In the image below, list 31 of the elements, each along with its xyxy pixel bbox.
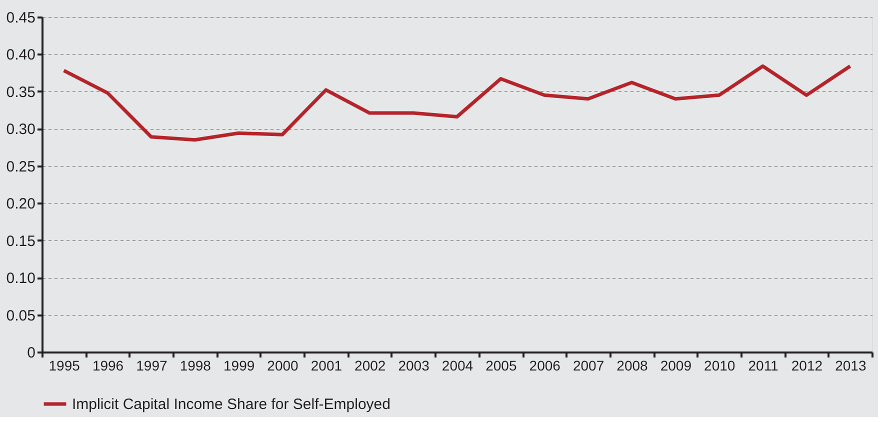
y-tick-label: 0.10 <box>6 270 36 288</box>
y-tick-label: 0.40 <box>6 46 36 64</box>
y-tick-label: 0.25 <box>6 158 36 176</box>
x-tick-label: 1995 <box>48 358 80 374</box>
x-tick-label: 2006 <box>529 358 561 374</box>
line-series <box>62 64 852 142</box>
y-tick-label: 0.15 <box>6 232 36 250</box>
x-tick-label: 2004 <box>442 358 474 374</box>
y-tick-label: 0.35 <box>6 84 36 101</box>
x-tick-label: 2003 <box>398 358 430 374</box>
x-tick-label: 2002 <box>354 358 386 374</box>
x-tick-label: 2009 <box>660 358 692 374</box>
x-tick-label: 2005 <box>486 358 517 374</box>
x-tick-label: 2001 <box>310 358 342 374</box>
x-tick-label: 2008 <box>616 358 648 374</box>
x-tick-label: 1997 <box>136 358 168 374</box>
x-tick-label: 2007 <box>572 358 604 374</box>
x-tick-label: 2011 <box>748 358 779 374</box>
x-tick-label: 2013 <box>835 358 866 374</box>
y-tick-label: 0.30 <box>6 121 36 138</box>
y-tick-label: 0.20 <box>6 196 36 213</box>
x-tick-label: 2012 <box>791 358 823 374</box>
y-tick-label: 0 <box>27 344 36 362</box>
x-tick-label: 2000 <box>267 358 299 374</box>
x-tick-label: 1998 <box>180 358 212 374</box>
y-tick-label: 0.45 <box>6 10 36 26</box>
legend-label: Implicit Capital Income Share for Self-Employed <box>72 396 390 413</box>
x-tick-label: 2010 <box>704 358 736 374</box>
x-tick-label: 1996 <box>92 358 124 374</box>
x-tick-label: 1999 <box>224 358 255 374</box>
y-tick-label: 0.05 <box>6 307 36 324</box>
